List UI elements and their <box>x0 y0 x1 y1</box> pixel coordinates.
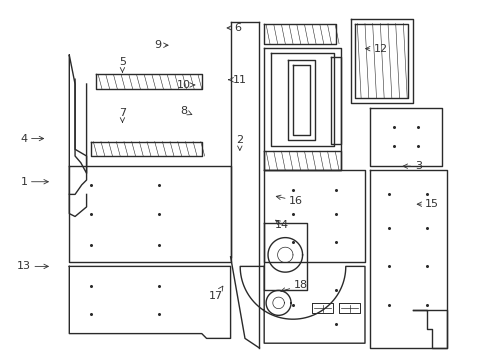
Text: 17: 17 <box>209 286 223 301</box>
Text: 6: 6 <box>226 23 241 33</box>
Text: 18: 18 <box>280 280 307 292</box>
Text: 15: 15 <box>416 199 438 209</box>
Text: 13: 13 <box>17 261 48 271</box>
Text: 4: 4 <box>20 134 43 144</box>
Text: 16: 16 <box>276 195 303 206</box>
Text: 5: 5 <box>119 58 126 72</box>
Text: 14: 14 <box>274 220 288 230</box>
Text: 12: 12 <box>365 44 387 54</box>
Text: 11: 11 <box>228 75 246 85</box>
Text: 7: 7 <box>119 108 126 122</box>
Text: 8: 8 <box>180 106 191 116</box>
Text: 1: 1 <box>20 177 48 187</box>
Text: 3: 3 <box>402 161 421 171</box>
Text: 10: 10 <box>176 80 194 90</box>
Text: 9: 9 <box>154 40 168 50</box>
Text: 2: 2 <box>236 135 243 150</box>
